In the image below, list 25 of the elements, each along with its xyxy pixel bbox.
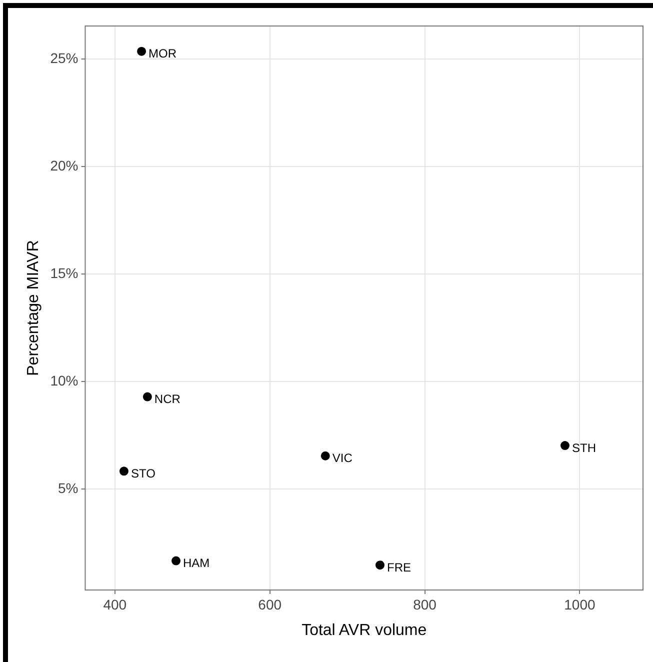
y-tick-label: 15% [50, 264, 78, 281]
x-tick-label: 800 [413, 596, 437, 612]
point [137, 46, 146, 56]
point [119, 466, 128, 476]
y-tick-label: 10% [50, 372, 78, 388]
annotation: MOR [148, 46, 177, 61]
annotation: NCR [154, 392, 181, 406]
point [375, 560, 384, 570]
annotation: STH [572, 440, 596, 455]
x-tick-label: 400 [103, 596, 127, 612]
annotation: VIC [332, 451, 353, 466]
x-axis-title: Total AVR volume [302, 622, 427, 639]
annotation: FRE [386, 560, 411, 574]
annotation: STO [130, 466, 156, 480]
point [560, 441, 570, 450]
point [172, 556, 181, 566]
y-tick-label: 20% [50, 157, 78, 174]
annotation: HAM [183, 556, 210, 570]
point [142, 392, 152, 402]
point [320, 451, 330, 460]
x-tick-label: 1000 [564, 596, 596, 612]
x-tick-label: 600 [258, 596, 282, 612]
y-axis-title: Percentage MIAVR [25, 240, 42, 376]
y-tick-label: 5% [58, 480, 78, 496]
y-tick-label: 25% [50, 50, 78, 66]
